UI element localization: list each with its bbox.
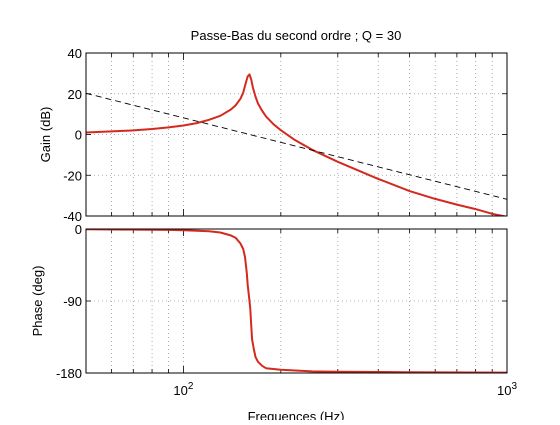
x-tick-label: 102 [173, 381, 193, 398]
phase-y-tick-label: 0 [75, 222, 82, 237]
phase-response-curve [86, 229, 507, 373]
gain-y-tick-label: 0 [75, 128, 82, 143]
phase-y-tick-label: -180 [56, 366, 82, 381]
phase-y-axis-label: Phase (deg) [30, 266, 45, 337]
x-tick-label: 103 [497, 381, 517, 398]
gain-response-curve [86, 73, 507, 216]
gain-plot-area [86, 53, 507, 216]
gain-panel: -40 -20 0 20 40 Gain (dB) [38, 46, 508, 224]
phase-y-tick-label: -90 [63, 294, 82, 309]
phase-plot-area [86, 229, 507, 373]
gain-asymptote-line [86, 92, 507, 200]
gain-y-tick-label: -20 [63, 168, 82, 183]
gain-axes-frame [85, 52, 508, 217]
gain-y-axis-label: Gain (dB) [38, 107, 53, 163]
phase-axes-frame [85, 228, 508, 374]
x-axis-label: Frequences (Hz) [248, 409, 345, 420]
gain-y-tick-label: -40 [63, 209, 82, 224]
panels-group: -40 -20 0 20 40 Gain (dB) -180 -90 0 Phase (deg) 1… [30, 46, 517, 398]
gain-y-tick-label: 20 [68, 87, 82, 102]
chart-title: Passe-Bas du second ordre ; Q = 30 [191, 28, 402, 43]
phase-panel: -180 -90 0 Phase (deg) 102 103 [30, 222, 517, 398]
gain-y-tick-label: 40 [68, 46, 82, 61]
